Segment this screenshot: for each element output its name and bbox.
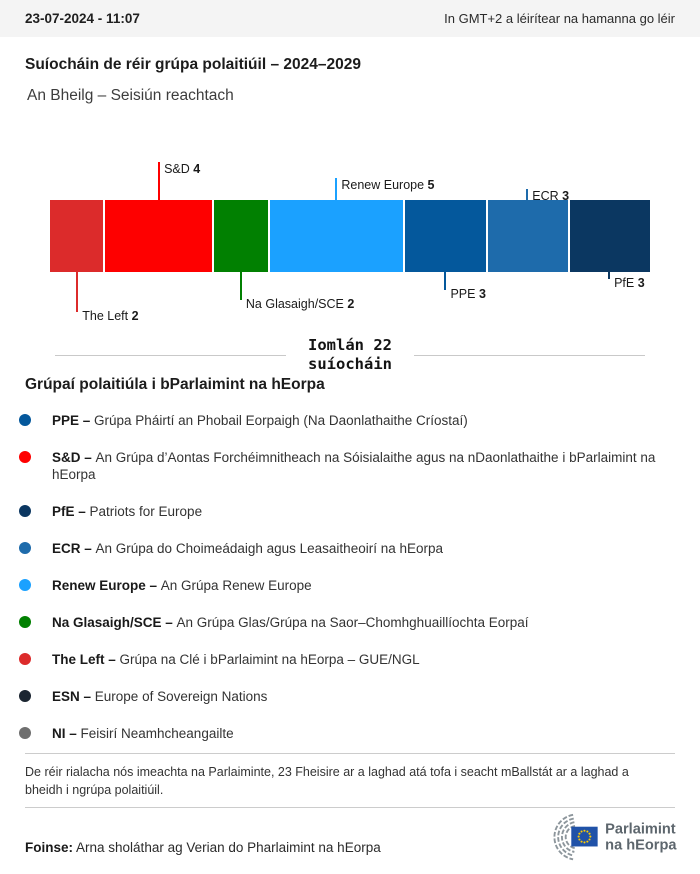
legend-label-esn: ESN – Europe of Sovereign Nations [52, 689, 268, 704]
chart-callout-pfe: PfE 3 [614, 276, 645, 290]
legend-heading: Grúpaí polaitiúla i bParlaimint na hEorp… [25, 376, 325, 393]
chart-callout-the-left: The Left 2 [82, 309, 139, 323]
source-divider [25, 807, 675, 808]
source-label: Foinse: [25, 840, 74, 855]
legend-dot-the-left-icon [19, 653, 31, 665]
legend-item-esn: ESN – Europe of Sovereign Nations [19, 688, 680, 705]
total-rule-right [414, 354, 645, 356]
legend-item-ppe: PPE – Grúpa Pháirtí an Phobail Eorpaigh … [19, 412, 680, 429]
legend-item-the-left: The Left – Grúpa na Clé i bParlaimint na… [19, 651, 680, 668]
legend-item-na-glasaigh-sce: Na Glasaigh/SCE – An Grúpa Glas/Grúpa na… [19, 614, 680, 631]
svg-text:Parlaimint: Parlaimint [605, 821, 676, 837]
chart-segment-renew-europe[interactable] [269, 200, 404, 272]
legend-item-renew-europe: Renew Europe – An Grúpa Renew Europe [19, 577, 680, 594]
legend-items: PPE – Grúpa Pháirtí an Phobail Eorpaigh … [19, 412, 680, 742]
chart-segment-pfe[interactable] [569, 200, 651, 272]
chart-segment-ppe[interactable] [405, 200, 486, 272]
legend-dot-ni-icon [19, 727, 31, 739]
svg-text:na hEorpa: na hEorpa [605, 837, 677, 853]
legend: Grúpaí polaitiúla i bParlaimint na hEorp… [19, 376, 680, 762]
footnote: De réir rialacha nós imeachta na Parlaim… [25, 765, 629, 797]
chart-tick-renew-europe [335, 178, 338, 200]
legend-dot-ecr-icon [19, 542, 31, 554]
legend-label-the-left: The Left – Grúpa na Clé i bParlaimint na… [52, 652, 420, 667]
legend-dot-ppe-icon [19, 414, 31, 426]
chart-tick-the-left [76, 272, 79, 312]
legend-dot-esn-icon [19, 690, 31, 702]
report-datetime: 23-07-2024 - 11:07 [25, 11, 140, 26]
page-title: Suíocháin de réir grúpa polaitiúil – 202… [25, 56, 361, 73]
legend-item-s-d: S&D – An Grúpa d’Aontas Forchéimnitheach… [19, 449, 680, 483]
legend-item-pfe: PfE – Patriots for Europe [19, 503, 680, 520]
footnote-divider [25, 753, 675, 754]
chart-segment-s-d[interactable] [105, 200, 213, 272]
chart-tick-s-d [158, 162, 161, 200]
chart-callout-s-d: S&D 4 [164, 162, 201, 176]
legend-label-ppe: PPE – Grúpa Pháirtí an Phobail Eorpaigh … [52, 413, 468, 428]
legend-label-ni: NI – Feisirí Neamhcheangailte [52, 726, 234, 741]
chart-callout-renew-europe: Renew Europe 5 [341, 178, 435, 192]
legend-item-ni: NI – Feisirí Neamhcheangailte [19, 725, 680, 742]
total-rule-left [55, 354, 286, 356]
legend-label-na-glasaigh-sce: Na Glasaigh/SCE – An Grúpa Glas/Grúpa na… [52, 615, 529, 630]
legend-dot-pfe-icon [19, 505, 31, 517]
legend-item-ecr: ECR – An Grúpa do Choimeádaigh agus Leas… [19, 540, 680, 557]
timezone-note: In GMT+2 a léirítear na hamanna go léir [444, 11, 675, 26]
chart-tick-ppe [444, 272, 447, 290]
chart-tick-pfe [608, 272, 611, 279]
source-row: Foinse: Arna sholáthar ag Verian do Phar… [25, 840, 381, 855]
page-subtitle: An Bheilg – Seisiún reachtach [27, 87, 234, 104]
legend-label-renew-europe: Renew Europe – An Grúpa Renew Europe [52, 578, 312, 593]
legend-label-pfe: PfE – Patriots for Europe [52, 504, 203, 519]
legend-dot-s-d-icon [19, 451, 31, 463]
chart-callout-na-glasaigh-sce: Na Glasaigh/SCE 2 [245, 297, 355, 311]
chart-callout-ecr: ECR 3 [532, 189, 570, 203]
total-seats-row: Iomlán 22 suíocháin [55, 336, 645, 374]
stacked-seat-bar [50, 200, 651, 272]
legend-dot-na-glasaigh-sce-icon [19, 616, 31, 628]
chart-segment-the-left[interactable] [50, 200, 104, 272]
total-seats-label: Iomlán 22 suíocháin [286, 336, 414, 374]
chart-segment-na-glasaigh-sce[interactable] [214, 200, 268, 272]
chart-tick-na-glasaigh-sce [239, 272, 242, 300]
top-bar: 23-07-2024 - 11:07 In GMT+2 a léirítear … [0, 0, 700, 37]
chart-callout-ppe: PPE 3 [450, 287, 486, 301]
chart-segment-ecr[interactable] [487, 200, 568, 272]
european-parliament-logo[interactable]: Parlaimint na hEorpa [528, 812, 688, 864]
chart-tick-ecr [526, 189, 529, 200]
legend-dot-renew-europe-icon [19, 579, 31, 591]
total-seats-line1: Iomlán 22 [308, 336, 392, 354]
total-seats-line2: suíocháin [308, 355, 392, 373]
source-text: Arna sholáthar ag Verian do Pharlaimint … [73, 840, 381, 855]
legend-label-ecr: ECR – An Grúpa do Choimeádaigh agus Leas… [52, 541, 444, 556]
legend-label-s-d: S&D – An Grúpa d’Aontas Forchéimnitheach… [52, 450, 656, 482]
seat-distribution-chart: The Left 2 S&D 4 Na Glasaigh/SCE 2 Renew Eu… [0, 160, 700, 336]
